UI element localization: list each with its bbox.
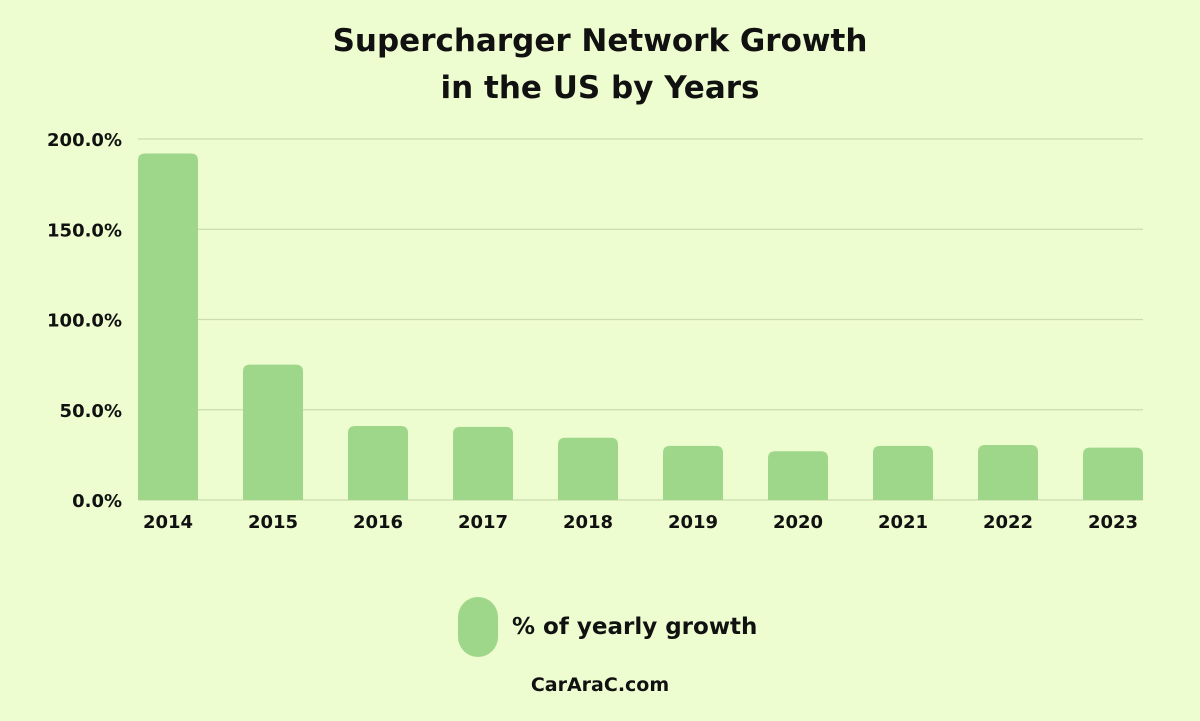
- watermark: CarAraC.com: [530, 674, 670, 696]
- x-tick-label: 2023: [1088, 512, 1138, 533]
- bar-2014: [138, 153, 198, 500]
- chart-title: Supercharger Network Growth in the US by…: [0, 18, 1200, 112]
- y-tick-label: 50.0%: [60, 401, 122, 422]
- x-tick-label: 2022: [983, 512, 1033, 533]
- y-tick-label: 0.0%: [72, 491, 122, 512]
- chart-title-line-1: Supercharger Network Growth: [332, 23, 868, 59]
- bars: [138, 153, 1143, 500]
- x-tick-label: 2017: [458, 512, 508, 533]
- bar-2017: [453, 426, 513, 500]
- x-tick-label: 2020: [773, 512, 823, 533]
- bar-2018: [558, 437, 618, 500]
- x-tick-label: 2018: [563, 512, 613, 533]
- bar-2015: [243, 364, 303, 500]
- y-axis-ticks: 0.0% 50.0% 100.0% 150.0% 200.0%: [47, 130, 122, 512]
- y-tick-label: 150.0%: [47, 220, 122, 241]
- x-tick-label: 2016: [353, 512, 403, 533]
- bar-2023: [1083, 447, 1143, 500]
- x-tick-label: 2015: [248, 512, 298, 533]
- y-tick-label: 100.0%: [47, 311, 122, 332]
- y-tick-label: 200.0%: [47, 130, 122, 151]
- bar-2021: [873, 445, 933, 500]
- x-tick-label: 2019: [668, 512, 718, 533]
- bar-2020: [768, 451, 828, 500]
- legend-swatch: [458, 597, 498, 657]
- x-tick-label: 2014: [143, 512, 193, 533]
- chart-title-line-2: in the US by Years: [440, 70, 760, 106]
- bar-2022: [978, 444, 1038, 500]
- bar-2019: [663, 445, 723, 500]
- bar-2016: [348, 425, 408, 500]
- x-axis-ticks: 2014 2015 2016 2017 2018 2019 2020 2021 2022 2023: [143, 512, 1138, 533]
- x-tick-label: 2021: [878, 512, 928, 533]
- legend: % of yearly growth: [458, 597, 757, 657]
- legend-label: % of yearly growth: [512, 614, 758, 640]
- grid-lines: [138, 138, 1143, 501]
